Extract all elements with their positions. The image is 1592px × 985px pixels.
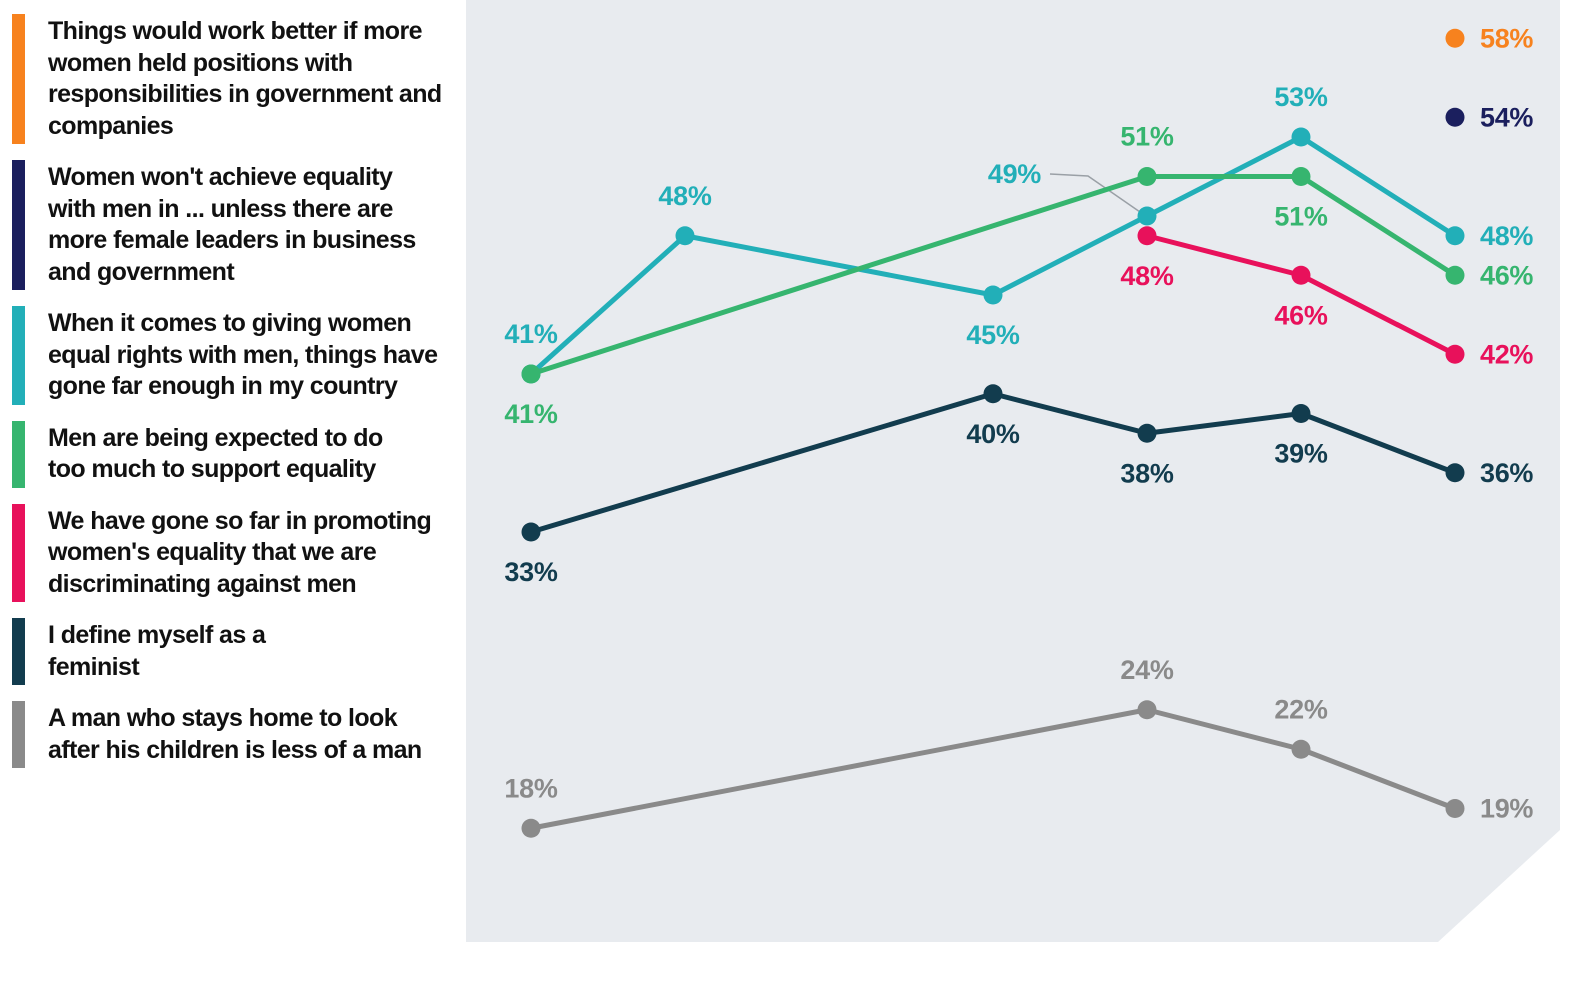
legend-swatch — [12, 618, 25, 685]
legend-label: We have gone so far in promoting women's… — [48, 506, 432, 598]
legend-swatch — [12, 701, 25, 768]
point — [1291, 127, 1311, 147]
data-label: 48% — [658, 181, 711, 211]
point — [1445, 28, 1465, 48]
legend-item: Men are being expected to do too much to… — [12, 420, 452, 488]
legend-label: Things would work better if more women h… — [48, 17, 442, 140]
legend-item: A man who stays home to look after his c… — [12, 701, 452, 768]
leader-line — [1049, 173, 1141, 213]
point — [1445, 799, 1465, 818]
point — [521, 522, 541, 542]
legend-label: Men are being expected to do too much to… — [48, 423, 383, 484]
legend-label: Women won't achieve equality with men in… — [48, 163, 416, 286]
legend-item: We have gone so far in promoting women's… — [12, 503, 452, 602]
point — [675, 226, 695, 246]
plot-background — [466, 0, 1560, 942]
data-label: 40% — [966, 419, 1019, 449]
data-label: 46% — [1274, 300, 1327, 330]
legend-item: Women won't achieve equality with men in… — [12, 160, 452, 290]
data-label: 22% — [1274, 694, 1327, 724]
point — [1137, 423, 1157, 443]
legend-swatch — [12, 306, 25, 405]
legend-item: Things would work better if more women h… — [12, 14, 452, 144]
data-label: 48% — [1480, 221, 1533, 251]
data-label: 53% — [1274, 82, 1327, 112]
data-label: 51% — [1120, 122, 1173, 152]
point — [1137, 700, 1157, 720]
data-label: 38% — [1120, 458, 1173, 488]
data-label: 48% — [1120, 261, 1173, 291]
point — [1291, 265, 1311, 285]
legend: Things would work better if more women h… — [12, 14, 452, 768]
data-label: 46% — [1480, 260, 1533, 290]
line — [530, 707, 1456, 831]
point — [1137, 226, 1157, 246]
data-label: 58% — [1480, 23, 1533, 53]
point — [1445, 344, 1465, 364]
data-label: 49% — [988, 159, 1041, 189]
data-label: 36% — [1480, 458, 1533, 488]
data-label: 19% — [1480, 794, 1533, 824]
data-label: 51% — [1274, 202, 1327, 232]
point — [1291, 404, 1311, 423]
point — [983, 285, 1003, 305]
point — [983, 384, 1003, 404]
line — [530, 174, 1457, 377]
point — [521, 364, 541, 384]
data-label: 18% — [504, 773, 557, 803]
point — [1445, 463, 1465, 483]
legend-label: When it comes to giving women equal righ… — [48, 309, 438, 400]
line — [529, 134, 1457, 376]
legend-swatch — [12, 420, 25, 488]
data-label: 39% — [1274, 439, 1327, 469]
data-label: 41% — [504, 319, 557, 349]
legend-item: When it comes to giving women equal righ… — [12, 306, 452, 405]
point — [1137, 167, 1157, 186]
legend-label: A man who stays home to look after his c… — [48, 704, 422, 764]
point — [1445, 226, 1465, 246]
data-label: 33% — [504, 557, 557, 587]
point — [1291, 167, 1311, 186]
point — [1137, 206, 1157, 226]
point — [1445, 107, 1465, 127]
data-label: 45% — [966, 320, 1019, 350]
point — [1291, 739, 1311, 759]
legend-swatch — [12, 503, 25, 602]
legend-item: I define myself as a feminist — [12, 618, 452, 685]
data-label: 41% — [504, 399, 557, 429]
point — [1445, 265, 1465, 285]
legend-label: I define myself as a feminist — [48, 621, 266, 681]
point — [521, 818, 541, 838]
legend-swatch — [12, 160, 25, 290]
legend-swatch — [12, 14, 25, 144]
data-label: 42% — [1480, 339, 1533, 369]
data-label: 54% — [1480, 102, 1533, 132]
data-label: 24% — [1120, 655, 1173, 685]
